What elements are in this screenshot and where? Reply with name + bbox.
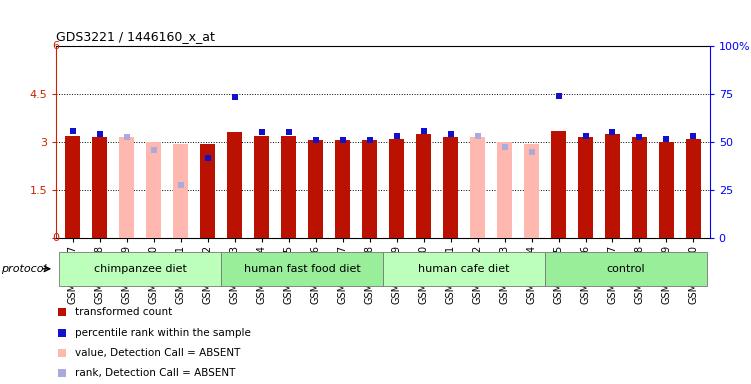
Bar: [578, 137, 593, 238]
Bar: [524, 144, 539, 238]
FancyBboxPatch shape: [59, 252, 221, 286]
Bar: [119, 137, 134, 238]
Text: rank, Detection Call = ABSENT: rank, Detection Call = ABSENT: [74, 368, 235, 378]
Text: transformed count: transformed count: [74, 307, 172, 317]
Bar: [254, 136, 269, 238]
Bar: [335, 141, 350, 238]
Bar: [65, 136, 80, 238]
Bar: [443, 137, 458, 238]
Text: protocol: protocol: [2, 264, 47, 274]
Bar: [632, 137, 647, 238]
FancyBboxPatch shape: [545, 252, 707, 286]
Bar: [308, 141, 323, 238]
Bar: [605, 134, 620, 238]
Bar: [92, 137, 107, 238]
Bar: [551, 131, 566, 238]
Bar: [227, 132, 242, 238]
FancyBboxPatch shape: [221, 252, 383, 286]
Text: human fast food diet: human fast food diet: [243, 264, 360, 274]
Bar: [281, 136, 296, 238]
Text: 0: 0: [52, 233, 59, 243]
Bar: [659, 142, 674, 238]
Bar: [470, 137, 485, 238]
Text: human cafe diet: human cafe diet: [418, 264, 510, 274]
Text: value, Detection Call = ABSENT: value, Detection Call = ABSENT: [74, 348, 240, 358]
Bar: [362, 141, 377, 238]
Bar: [686, 139, 701, 238]
Bar: [389, 139, 404, 238]
Bar: [497, 142, 512, 238]
Text: 6: 6: [52, 41, 59, 51]
Text: chimpanzee diet: chimpanzee diet: [94, 264, 186, 274]
Text: GDS3221 / 1446160_x_at: GDS3221 / 1446160_x_at: [56, 30, 216, 43]
Text: control: control: [607, 264, 645, 274]
Bar: [173, 144, 188, 238]
Bar: [416, 134, 431, 238]
Text: percentile rank within the sample: percentile rank within the sample: [74, 328, 251, 338]
FancyBboxPatch shape: [383, 252, 545, 286]
Bar: [146, 142, 161, 238]
Bar: [200, 144, 215, 238]
